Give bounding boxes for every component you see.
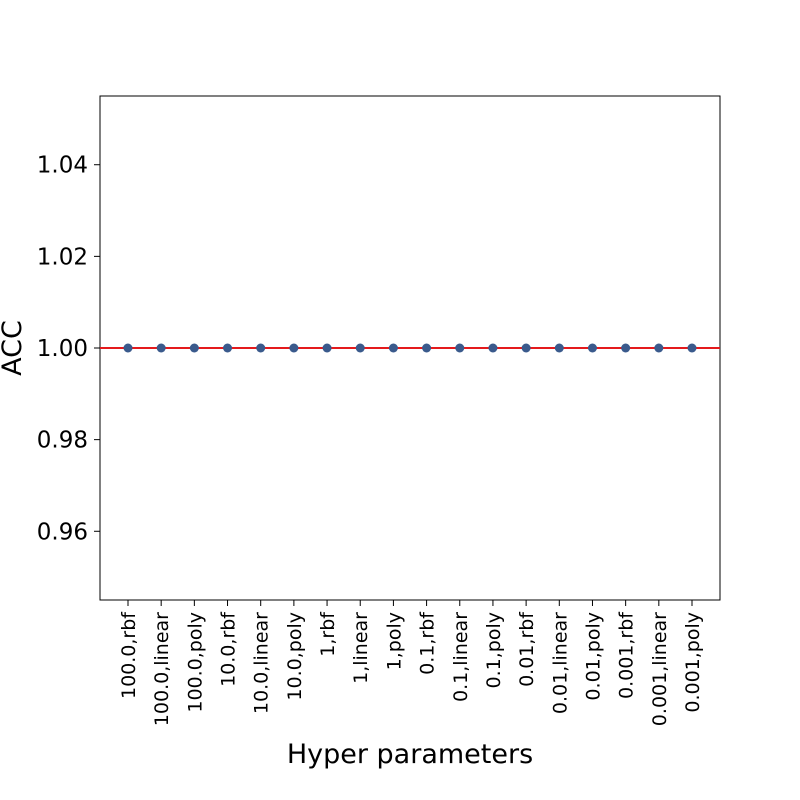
x-tick-label: 0.1,rbf [417,611,439,675]
data-point [322,343,332,353]
data-point [521,343,531,353]
data-point [256,343,266,353]
y-tick-label: 1.02 [37,244,88,270]
data-point [223,343,233,353]
x-tick-label: 0.001,linear [649,612,671,726]
x-tick-label: 1,poly [383,612,405,670]
x-axis-title: Hyper parameters [287,739,533,770]
data-point [355,343,365,353]
x-tick-label: 1,rbf [317,611,339,657]
y-tick-label: 1.04 [37,153,88,179]
x-tick-label: 100.0,linear [151,612,173,726]
x-tick-label: 10.0,poly [284,612,306,701]
x-tick-label: 0.1,poly [483,612,505,688]
x-tick-label: 10.0,linear [251,612,273,714]
data-point [388,343,398,353]
x-axis: 100.0,rbf 100.0,linear 100.0,poly 10.0,rbf 1… [118,600,704,726]
y-axis-title: ACC [0,320,28,376]
data-point [289,343,299,353]
data-point [488,343,498,353]
data-point [554,343,564,353]
y-axis: 0.96 0.98 1.00 1.02 1.04 [37,153,100,545]
x-tick-label: 10.0,rbf [218,611,240,687]
data-point [654,343,664,353]
data-point [587,343,597,353]
y-tick-label: 0.96 [37,519,88,545]
x-tick-label: 1,linear [350,612,372,684]
x-tick-label: 0.1,linear [450,612,472,702]
x-tick-label: 0.001,poly [682,612,704,713]
data-point [156,343,166,353]
data-point [422,343,432,353]
data-point [189,343,199,353]
y-tick-label: 1.00 [37,336,88,362]
x-tick-label: 0.01,poly [582,612,604,701]
y-tick-label: 0.98 [37,428,88,454]
data-point [455,343,465,353]
x-tick-label: 0.01,linear [549,612,571,714]
data-point [687,343,697,353]
x-tick-label: 0.001,rbf [616,611,638,699]
data-point [123,343,133,353]
data-point [621,343,631,353]
x-tick-label: 100.0,rbf [118,611,140,699]
x-tick-label: 0.01,rbf [516,611,538,687]
x-tick-label: 100.0,poly [184,612,206,713]
